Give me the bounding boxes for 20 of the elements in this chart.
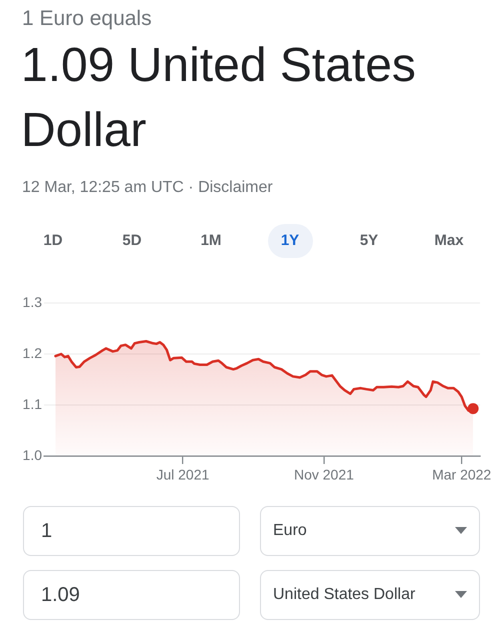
y-tick-label: 1.2 (22, 344, 42, 361)
y-tick-label: 1.1 (22, 396, 42, 412)
text: 12 Mar, 12:25 am UTC · Disclaimer (22, 178, 273, 198)
text: 1Y (280, 231, 300, 251)
text: 1D (43, 231, 63, 251)
text: 5Y (360, 231, 378, 251)
x-tick-label: Jul 2021 (156, 466, 210, 482)
text: 5D (122, 231, 142, 251)
dropdown-field: Euro (260, 506, 480, 556)
x-tick-label: Nov 2021 (294, 466, 354, 482)
x-tick-label: Mar 2022 (432, 466, 492, 482)
y-tick-label: 1.0 (22, 446, 42, 463)
chart-title: 1.09 United States Dollar (21, 38, 417, 159)
chart-subtitle: 1 Euro equals (22, 7, 152, 31)
text-field: 1.09 (23, 570, 240, 620)
text: 1M (200, 231, 222, 251)
text-field: 1 (23, 506, 240, 556)
text: Max (434, 231, 464, 251)
dropdown-field: United States Dollar (260, 570, 480, 620)
y-tick-label: 1.3 (22, 294, 42, 310)
